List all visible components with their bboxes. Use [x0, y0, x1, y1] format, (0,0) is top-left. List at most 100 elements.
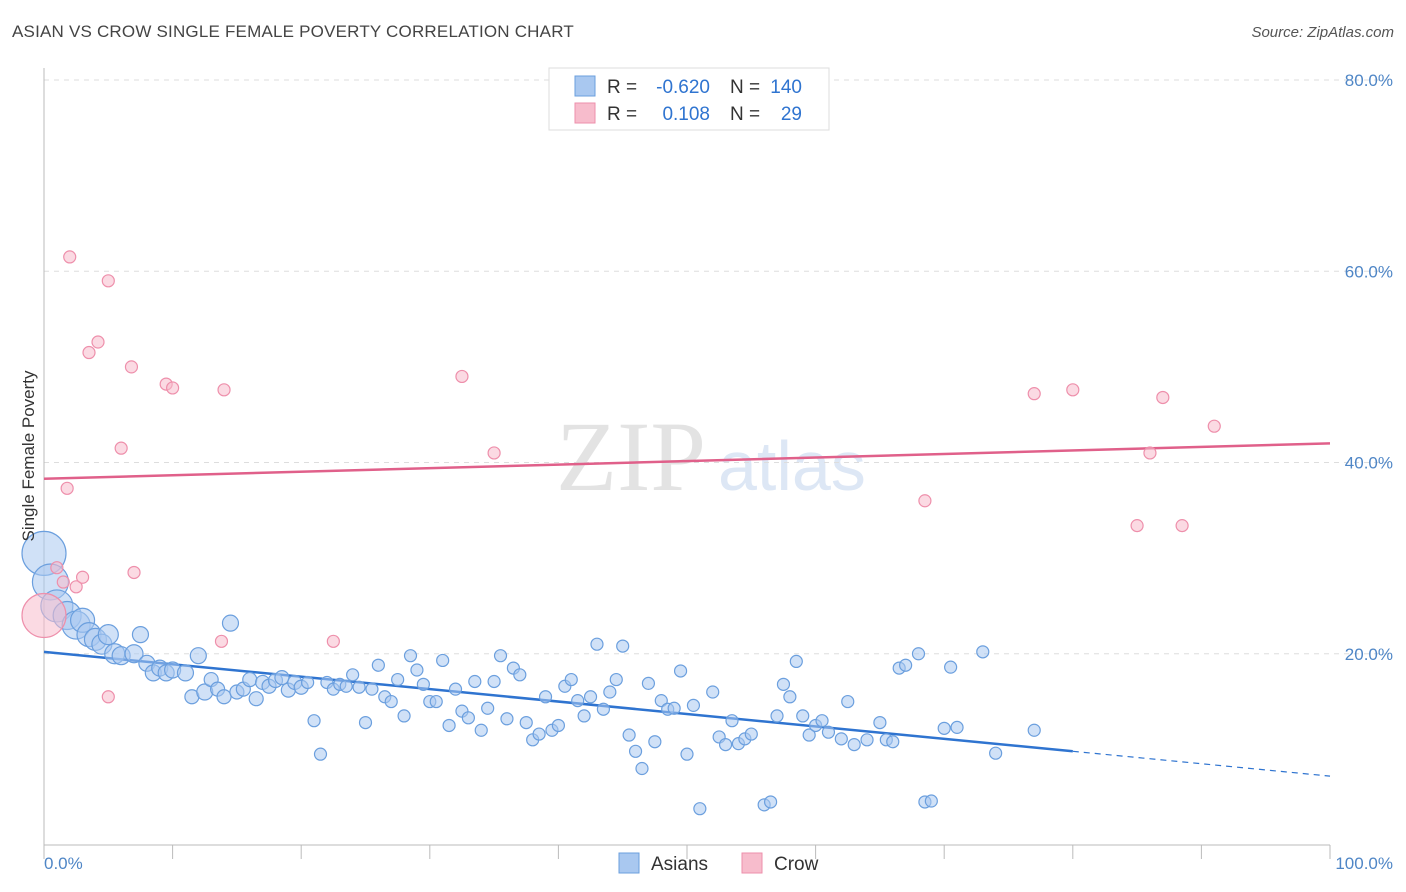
point-asians-83	[590, 637, 604, 651]
point-asians-103	[725, 714, 739, 728]
legend-r-label-crow: R =	[607, 104, 637, 125]
point-asians-102	[718, 737, 733, 752]
point-crow-0	[21, 592, 67, 639]
point-crow-22	[1027, 387, 1041, 401]
point-asians-40	[313, 747, 328, 761]
point-asians-134	[989, 746, 1003, 760]
point-asians-106	[744, 727, 758, 741]
x-tick-label-min: 0.0%	[44, 854, 83, 873]
legend-swatch-asians	[574, 75, 596, 97]
point-asians-59	[436, 653, 450, 668]
point-crow-1	[50, 561, 64, 575]
legend-swatch-crow	[574, 102, 596, 124]
point-asians-39	[307, 714, 321, 728]
point-asians-120	[847, 737, 861, 752]
point-asians-116	[815, 714, 829, 728]
point-asians-63	[461, 711, 475, 725]
point-asians-61	[448, 682, 463, 696]
y-tick-label-60: 60.0%	[1345, 262, 1393, 281]
point-crow-10	[101, 274, 115, 288]
series-legend-swatch-crow	[741, 852, 763, 874]
point-asians-9	[97, 624, 119, 646]
chart-title: ASIAN VS CROW SINGLE FEMALE POVERTY CORR…	[12, 22, 574, 41]
point-asians-64	[468, 674, 482, 689]
point-asians-75	[538, 690, 553, 704]
point-asians-46	[352, 680, 366, 694]
point-asians-108	[763, 795, 778, 809]
point-asians-131	[944, 660, 958, 674]
point-asians-96	[673, 664, 688, 678]
point-asians-74	[532, 727, 546, 741]
point-asians-77	[551, 718, 566, 733]
trend-line-asians	[43, 650, 1073, 753]
point-crow-23	[1066, 383, 1080, 397]
point-asians-86	[609, 672, 623, 687]
point-crow-28	[1207, 419, 1221, 433]
point-crow-4	[63, 250, 77, 264]
axes: 20.0% 40.0% 60.0% 80.0%	[43, 68, 1393, 859]
legend-r-label-asians: R =	[607, 77, 637, 98]
point-asians-130	[937, 721, 951, 735]
point-crow-2	[56, 575, 70, 589]
point-asians-92	[648, 735, 662, 749]
point-asians-67	[487, 674, 501, 689]
point-asians-51	[384, 694, 398, 709]
point-asians-56	[416, 677, 430, 691]
point-asians-48	[365, 682, 379, 696]
point-asians-133	[976, 645, 990, 659]
point-asians-124	[886, 735, 900, 749]
point-asians-45	[346, 668, 360, 682]
point-crow-25	[1143, 446, 1157, 460]
gridlines	[44, 79, 1393, 655]
point-asians-34	[274, 670, 290, 686]
point-asians-71	[513, 668, 527, 682]
point-asians-114	[802, 728, 816, 742]
point-asians-90	[635, 761, 649, 776]
series-legend-label-crow: Crow	[774, 854, 819, 875]
point-asians-89	[628, 744, 643, 758]
point-asians-121	[860, 733, 874, 747]
point-asians-109	[770, 709, 784, 723]
point-asians-129	[924, 794, 938, 808]
point-asians-26	[221, 614, 240, 632]
y-tick-label-40: 40.0%	[1345, 454, 1393, 473]
point-crow-18	[326, 634, 340, 648]
series-legend-label-asians: Asians	[651, 854, 708, 875]
watermark-zip: ZIP	[556, 401, 706, 512]
chart-source: Source: ZipAtlas.com	[1251, 24, 1394, 41]
point-asians-72	[519, 715, 533, 730]
legend-n-label-asians: N =	[730, 77, 760, 98]
point-asians-98	[686, 698, 701, 712]
point-asians-21	[189, 647, 207, 665]
point-asians-126	[899, 658, 913, 672]
legend-n-value-crow: 29	[781, 104, 802, 125]
point-crow-13	[127, 565, 141, 580]
point-asians-55	[410, 663, 424, 677]
point-asians-47	[358, 715, 373, 730]
point-asians-87	[616, 639, 630, 653]
trend-line-asians-extension	[1072, 750, 1331, 777]
point-asians-85	[603, 685, 617, 699]
point-asians-91	[641, 676, 656, 690]
point-crow-15	[166, 381, 180, 395]
legend-n-value-asians: 140	[770, 77, 802, 98]
point-asians-54	[403, 649, 418, 663]
point-crow-26	[1156, 390, 1170, 405]
point-asians-119	[841, 694, 855, 709]
y-tick-label-20: 20.0%	[1345, 645, 1393, 664]
point-crow-24	[1130, 519, 1144, 533]
series-legend-swatch-asians	[618, 852, 640, 874]
point-asians-82	[583, 690, 598, 704]
point-asians-110	[776, 677, 791, 691]
point-crow-21	[918, 494, 932, 508]
point-crow-5	[69, 580, 83, 594]
point-asians-30	[248, 691, 264, 707]
point-asians-100	[706, 685, 720, 699]
point-asians-69	[500, 712, 514, 726]
point-asians-117	[821, 725, 836, 739]
point-crow-8	[91, 335, 105, 349]
point-asians-52	[391, 672, 405, 687]
point-asians-135	[1027, 723, 1041, 737]
watermark-atlas: atlas	[718, 427, 866, 505]
